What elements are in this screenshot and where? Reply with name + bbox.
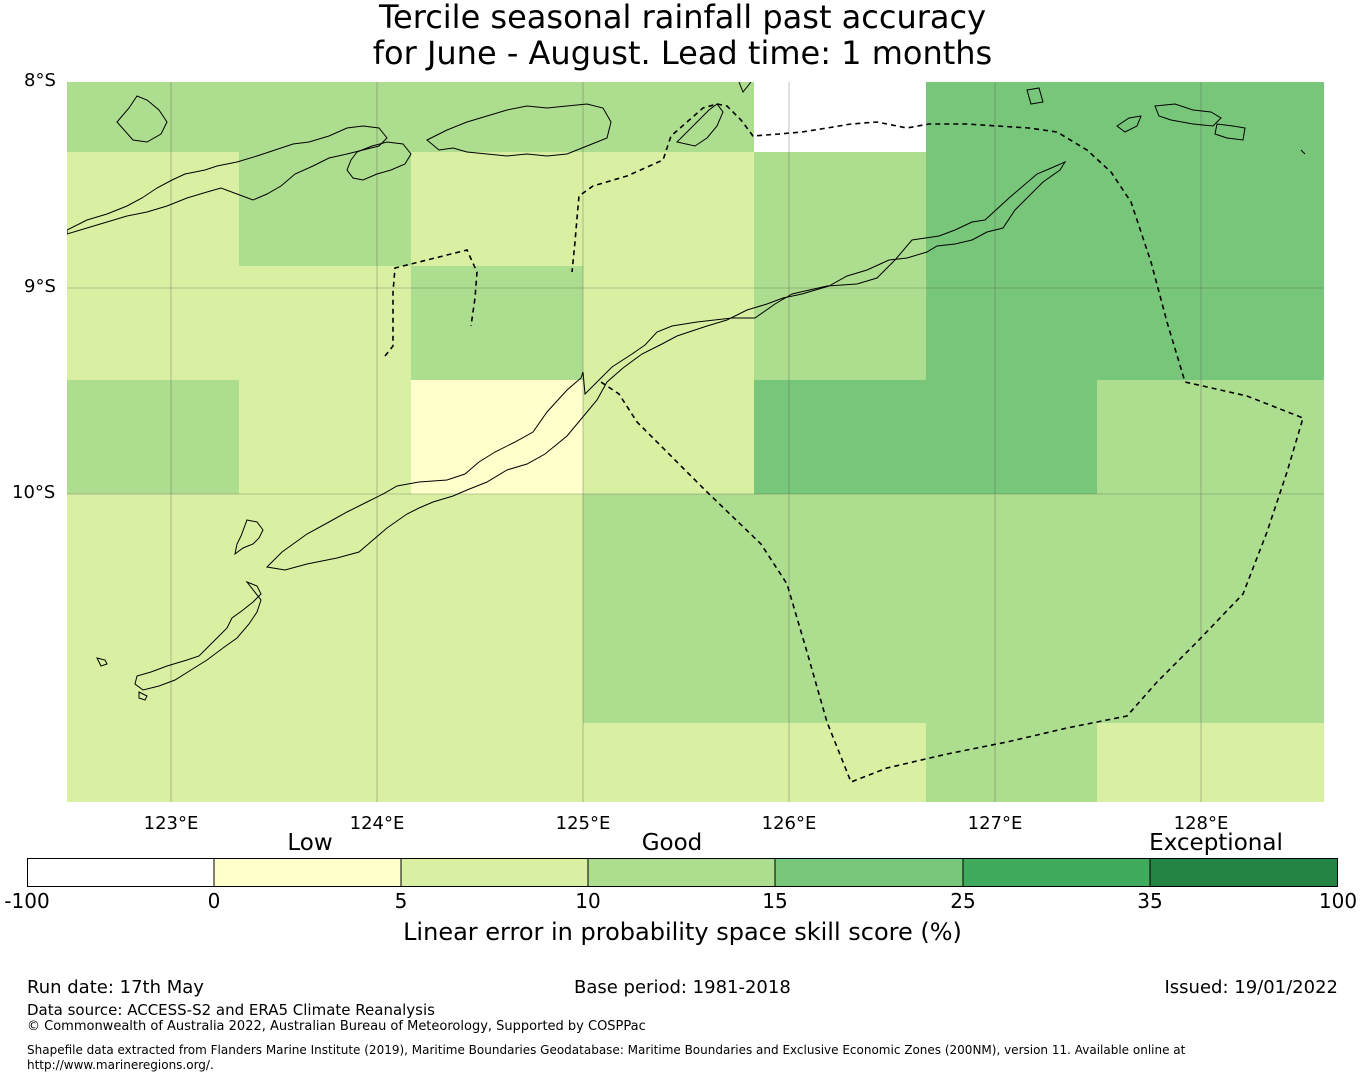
lat-label-9s: 9°S [24, 276, 56, 297]
colorbar-segment [214, 858, 401, 887]
grid-cell [239, 380, 411, 494]
colorbar-tick: -100 [4, 889, 50, 913]
island-coastline [134, 580, 262, 691]
oecusse-eez-boundary [384, 249, 478, 357]
colorbar-segment [963, 858, 1150, 887]
colorbar-segment [775, 858, 963, 887]
colorbar-segment [588, 858, 775, 887]
colorbar-segment [1150, 858, 1338, 887]
grid-cell [67, 723, 926, 802]
colorbar-label: Linear error in probability space skill … [403, 918, 962, 946]
colorbar-tick: 0 [207, 889, 221, 913]
flores-coastline [67, 125, 388, 235]
small-island-coastline [116, 95, 168, 143]
grid-cell [754, 82, 926, 152]
grid-cell [926, 266, 1324, 380]
grid-cell [926, 723, 1097, 802]
lat-label-8s: 8°S [24, 70, 56, 91]
grid-cell [411, 380, 583, 494]
issued-date: Issued: 19/01/2022 [1164, 977, 1338, 998]
timor-leste-eez-boundary [571, 103, 1304, 784]
grid-cell [67, 266, 411, 380]
grid-cell [583, 494, 1324, 723]
lon-label-128e: 128°E [1173, 813, 1229, 834]
grid-cell [754, 266, 926, 380]
timor-coastline [265, 160, 1067, 571]
colorbar-segment [401, 858, 588, 887]
islet-coastline [138, 691, 148, 701]
lon-label-123e: 123°E [143, 813, 199, 834]
rote-island-coastline [234, 519, 264, 556]
skill-grid-cells [67, 82, 1324, 802]
colorbar [27, 858, 1338, 887]
small-island-coastline [1214, 123, 1246, 141]
lat-label-10s: 10°S [12, 482, 56, 503]
base-period: Base period: 1981-2018 [574, 977, 791, 998]
grid-cell [1097, 380, 1324, 494]
grid-cell [67, 82, 754, 152]
colorbar-category-exceptional: Exceptional [1149, 830, 1283, 856]
grid-cell [754, 380, 1097, 494]
map-title-line-2: for June - August. Lead time: 1 months [372, 34, 993, 72]
colorbar-tick: 10 [575, 889, 601, 913]
small-island-coastline [738, 82, 752, 93]
lon-label-126e: 126°E [761, 813, 817, 834]
grid-cell [926, 152, 1324, 266]
grid-cell [411, 266, 583, 380]
shapefile-url: http://www.marineregions.org/. [27, 1058, 214, 1072]
colorbar-category-good: Good [641, 830, 703, 856]
islet-coastline [96, 657, 108, 667]
skill-map [67, 82, 1324, 802]
small-island-coastline [1116, 115, 1142, 133]
colorbar-tick: 5 [394, 889, 408, 913]
copyright: © Commonwealth of Australia 2022, Austra… [27, 1019, 646, 1034]
wetar-coastline [676, 103, 724, 147]
lon-label-127e: 127°E [967, 813, 1023, 834]
colorbar-tick: 25 [950, 889, 976, 913]
lon-label-125e: 125°E [555, 813, 611, 834]
colorbar-tick: 100 [1318, 889, 1358, 913]
grid-cell [239, 152, 411, 266]
grid-cell [926, 82, 1324, 152]
grid-cell [583, 266, 754, 380]
lon-label-124e: 124°E [349, 813, 405, 834]
run-date: Run date: 17th May [27, 977, 204, 998]
small-island-coastline [1026, 87, 1044, 105]
map-title-line-1: Tercile seasonal rainfall past accuracy [378, 0, 987, 36]
colorbar-tick: 15 [762, 889, 788, 913]
pantar-coastline [346, 141, 412, 181]
small-island-coastline [1154, 103, 1222, 127]
grid-cell [411, 152, 754, 266]
graticule [67, 82, 1324, 802]
grid-cell [67, 152, 239, 266]
colorbar-segment [27, 858, 214, 887]
data-source: Data source: ACCESS-S2 and ERA5 Climate … [27, 1001, 435, 1019]
coastlines [67, 82, 1306, 701]
eez-boundaries [384, 103, 1304, 784]
grid-cell [67, 494, 583, 723]
colorbar-category-low: Low [287, 830, 333, 856]
grid-cell [1097, 723, 1324, 802]
alor-coastline [426, 103, 612, 157]
shapefile-credit: Shapefile data extracted from Flanders M… [27, 1043, 1186, 1057]
grid-cell [754, 152, 926, 266]
grid-cell [583, 380, 754, 494]
grid-cell [67, 380, 239, 494]
colorbar-tick: 35 [1137, 889, 1163, 913]
islet-coastline [1300, 149, 1306, 155]
